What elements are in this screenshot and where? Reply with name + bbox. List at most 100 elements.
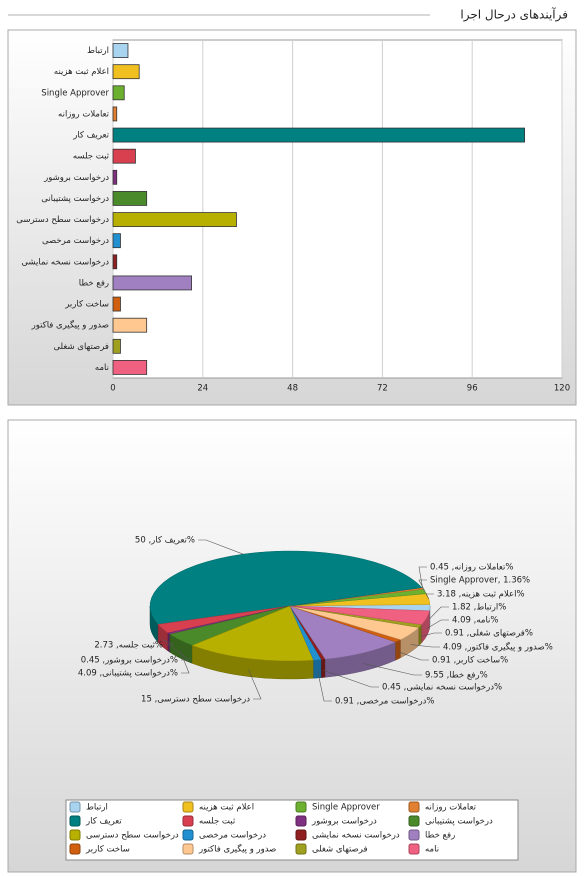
bar [112,43,129,58]
bar [112,191,148,206]
leader-line [418,566,427,589]
legend-swatch [69,801,81,813]
bar [112,317,148,333]
leader-line [425,593,434,600]
data-label: تعاملات روزانه, 0.45% [430,563,513,573]
legend-label: صدور و پیگیری فاکتور [198,844,276,855]
legend-swatch [408,801,420,813]
y-tick-label: Single Approver [41,88,109,98]
legend-label: فرصتهای شغلی [312,845,368,855]
y-tick-label: درخواست بروشور [43,173,109,183]
legend-swatch [408,829,420,841]
slice-side [418,623,423,647]
legend-swatch [295,829,307,841]
x-tick-label: 24 [197,384,208,394]
bar [112,233,121,249]
leader-line [426,619,449,629]
legend-label: درخواست مرخصی [199,831,266,841]
y-tick-label: ارتباط [87,46,109,56]
legend-label: رفع خطا [425,831,455,841]
data-label: درخواست پشتیبانی, 4.09% [78,669,178,679]
data-label: Single Approver, 1.36% [430,576,530,586]
leader-line [410,644,440,648]
data-label: فرصتهای شغلی, 0.91% [445,629,533,639]
bar [112,360,148,375]
legend-label: درخواست پشتیبانی [425,817,493,827]
x-tick-label: 72 [377,384,388,394]
y-tick-label: ثبت جلسه [73,152,110,162]
data-label: اعلام ثبت هزینه, 3.18% [437,590,525,600]
data-label: ارتباط, 1.82% [452,603,506,613]
y-tick-label: تعاملات روزانه [58,109,110,119]
slice [289,605,397,660]
bar [112,85,125,101]
leader-line [162,639,175,646]
leader-line [323,669,379,688]
bar [112,127,525,143]
legend-swatch [408,843,420,855]
y-tick-label: نامه [95,363,109,373]
legend-label: درخواست نسخه نمایشی [312,831,400,841]
data-label: تعریف کار, 50% [135,536,195,546]
x-tick-label: 48 [287,384,298,394]
legend-swatch [295,843,307,855]
slice-side [313,659,322,679]
bar [112,338,121,354]
y-tick-label: تعریف کار [72,131,109,141]
y-tick-label: فرصتهای شغلی [53,342,109,352]
slice-side [321,658,326,678]
x-tick-label: 96 [467,384,478,394]
y-tick-label: صدور و پیگیری فاکتور [31,320,109,331]
bar [112,254,118,270]
y-tick-label: ساخت کاربر [64,300,109,310]
legend-swatch [182,829,194,841]
slice [289,605,430,625]
legend-label: درخواست بروشور [311,817,377,827]
data-label: درخواست سطح دسترسی, 15 [141,695,250,705]
legend-box [65,799,519,861]
legend-label: Single Approver [312,803,380,813]
legend-label: تعریف کار [85,817,122,827]
legend-label: نامه [425,845,439,855]
bar [112,148,136,164]
bar [112,106,118,122]
plot-area [112,39,563,379]
bar [112,64,140,80]
slice-side [395,639,401,661]
legend-swatch [69,815,81,827]
data-label: درخواست مرخصی, 0.91% [335,697,434,707]
bar [112,275,192,291]
data-label: ساخت کاربر, 0.91% [432,656,508,666]
legend-label: تعاملات روزانه [425,803,477,813]
x-tick-label: 120 [554,384,570,394]
data-label: رفع خطا, 9.55% [425,671,488,681]
leader-line [248,669,262,700]
y-tick-label: درخواست سطح دسترسی [16,215,109,225]
data-label: نامه, 4.09% [452,616,499,626]
legend-label: اعلام ثبت هزینه [199,803,254,813]
leader-line [420,632,442,638]
legend-swatch [408,815,420,827]
legend-swatch [182,801,194,813]
legend-label: ارتباط [86,803,108,813]
leader-line [363,663,422,676]
legend-label: ثبت جلسه [199,817,236,827]
leader-line [198,539,244,555]
data-label: درخواست بروشور, 0.45% [81,656,178,666]
y-tick-label: درخواست نسخه نمایشی [21,257,109,267]
leader-line [429,606,449,619]
y-tick-label: درخواست مرخصی [42,236,109,246]
legend-label: درخواست سطح دسترسی [86,831,179,841]
data-label: صدور و پیگیری فاکتور, 4.09% [443,642,553,653]
y-tick-label: اعلام ثبت هزینه [54,67,109,77]
leader-line [398,651,429,661]
y-tick-label: رفع خطا [79,278,109,288]
legend-swatch [182,843,194,855]
legend-swatch [295,801,307,813]
bar [112,296,121,312]
bar [112,212,237,227]
legend-swatch [295,815,307,827]
x-tick-label: 0 [110,384,115,394]
leader-line [179,650,190,674]
panel-title: فرآیندهای درحال اجرا [460,7,568,23]
